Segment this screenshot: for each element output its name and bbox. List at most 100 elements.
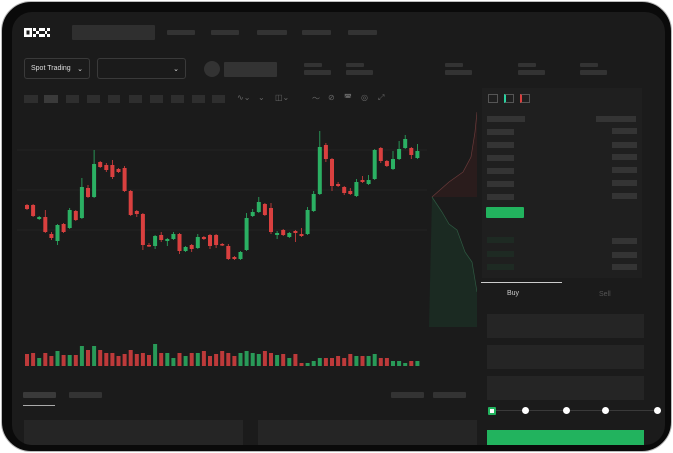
- pair-price: [224, 62, 277, 77]
- candle-body: [342, 187, 347, 193]
- volume-bar: [134, 354, 139, 366]
- candle: [37, 216, 42, 220]
- volume-bar: [250, 353, 255, 366]
- candle-body: [415, 151, 420, 158]
- candle-body: [195, 237, 200, 248]
- total-input[interactable]: [487, 376, 644, 400]
- slider-handle[interactable]: [488, 407, 496, 415]
- candle-body: [403, 139, 408, 148]
- candle: [330, 158, 334, 191]
- candle-body: [147, 245, 151, 247]
- tab-sell[interactable]: Sell: [599, 291, 611, 298]
- volume-bar: [287, 358, 292, 366]
- volume-bar: [153, 344, 158, 366]
- amount-slider[interactable]: [491, 410, 661, 411]
- target-icon[interactable]: ◎: [361, 93, 368, 102]
- bottom-tab[interactable]: [69, 392, 102, 398]
- interval-button[interactable]: [24, 95, 38, 103]
- orderbook-both-icon[interactable]: [488, 94, 498, 103]
- bottom-action[interactable]: [391, 392, 424, 398]
- candle: [250, 209, 255, 217]
- candle-body: [55, 225, 60, 241]
- volume-bar: [360, 356, 365, 366]
- candle-body: [238, 252, 243, 259]
- orderbook-bids-icon[interactable]: [504, 94, 514, 103]
- draw-tool-icon[interactable]: ⊘: [328, 93, 335, 102]
- tab-buy[interactable]: Buy: [507, 290, 520, 297]
- volume-bar: [409, 361, 414, 366]
- candle: [281, 229, 286, 236]
- amount-input[interactable]: [487, 345, 644, 369]
- spot-trading-dropdown[interactable]: Spot Trading ⌄: [24, 58, 90, 79]
- pair-dropdown[interactable]: ⌄: [97, 58, 186, 79]
- volume-bar: [354, 356, 359, 366]
- candle-body: [378, 148, 383, 161]
- candle: [342, 186, 347, 195]
- candle: [55, 224, 60, 245]
- volume-bar: [299, 363, 304, 366]
- interval-button[interactable]: [66, 95, 79, 103]
- candle: [384, 160, 389, 167]
- interval-button[interactable]: [44, 95, 58, 103]
- chart-type-icon[interactable]: ⌄: [258, 93, 265, 102]
- nav-item[interactable]: [257, 30, 287, 35]
- volume-bar: [384, 358, 389, 366]
- orderbook-asks-icon[interactable]: [520, 94, 530, 103]
- candle-body: [269, 208, 273, 232]
- interval-button[interactable]: [129, 95, 142, 103]
- nav-item[interactable]: [167, 30, 195, 35]
- volume-bar: [372, 354, 377, 366]
- nav-item[interactable]: [348, 30, 377, 35]
- nav-item[interactable]: [302, 30, 331, 35]
- candle-body: [122, 168, 127, 191]
- buy-button[interactable]: [487, 430, 644, 445]
- volume-bar: [317, 358, 322, 366]
- slider-step[interactable]: [654, 407, 661, 414]
- fullscreen-icon[interactable]: ⤢: [378, 93, 385, 102]
- volume-bar: [391, 361, 395, 366]
- slider-step[interactable]: [563, 407, 570, 414]
- slider-step[interactable]: [522, 407, 529, 414]
- interval-button[interactable]: [171, 95, 184, 103]
- interval-button[interactable]: [150, 95, 163, 103]
- chevron-down-icon: ⌄: [77, 65, 83, 73]
- candle-body: [31, 205, 36, 216]
- candle: [415, 144, 420, 159]
- snapshot-icon[interactable]: ◚: [344, 93, 352, 102]
- candlestick-chart[interactable]: [12, 12, 432, 372]
- slider-step[interactable]: [602, 407, 609, 414]
- nav-item[interactable]: [211, 30, 239, 35]
- volume-bar: [67, 355, 72, 366]
- candle: [336, 182, 341, 187]
- candle: [92, 150, 97, 198]
- candle-body: [37, 217, 42, 219]
- candle: [208, 234, 212, 249]
- interval-button[interactable]: [108, 95, 120, 103]
- settings-icon[interactable]: ◫⌄: [275, 93, 290, 102]
- volume-bar: [214, 354, 219, 366]
- volume-bar: [61, 355, 66, 366]
- candle: [31, 204, 36, 217]
- volume-bar: [49, 356, 54, 366]
- interval-button[interactable]: [212, 95, 225, 103]
- indicator-icon[interactable]: ∿⌄: [237, 93, 251, 102]
- last-price-badge: [486, 207, 524, 218]
- interval-button[interactable]: [192, 95, 205, 103]
- volume-bar: [415, 361, 420, 366]
- line-tool-icon[interactable]: 〜: [312, 94, 320, 103]
- interval-button[interactable]: [87, 95, 100, 103]
- candle-body: [397, 149, 402, 159]
- candle: [104, 163, 109, 172]
- candle: [403, 135, 408, 149]
- candle-body: [293, 231, 298, 233]
- bottom-tab-active[interactable]: [23, 392, 56, 398]
- price-input[interactable]: [487, 314, 644, 338]
- depth-asks-area: [432, 112, 477, 197]
- search-input[interactable]: [72, 25, 155, 40]
- candle-body: [244, 218, 249, 250]
- candle-body: [409, 148, 414, 155]
- tab-underline: [23, 405, 55, 406]
- bottom-action[interactable]: [433, 392, 466, 398]
- candle-body: [354, 182, 359, 196]
- candle: [378, 147, 383, 163]
